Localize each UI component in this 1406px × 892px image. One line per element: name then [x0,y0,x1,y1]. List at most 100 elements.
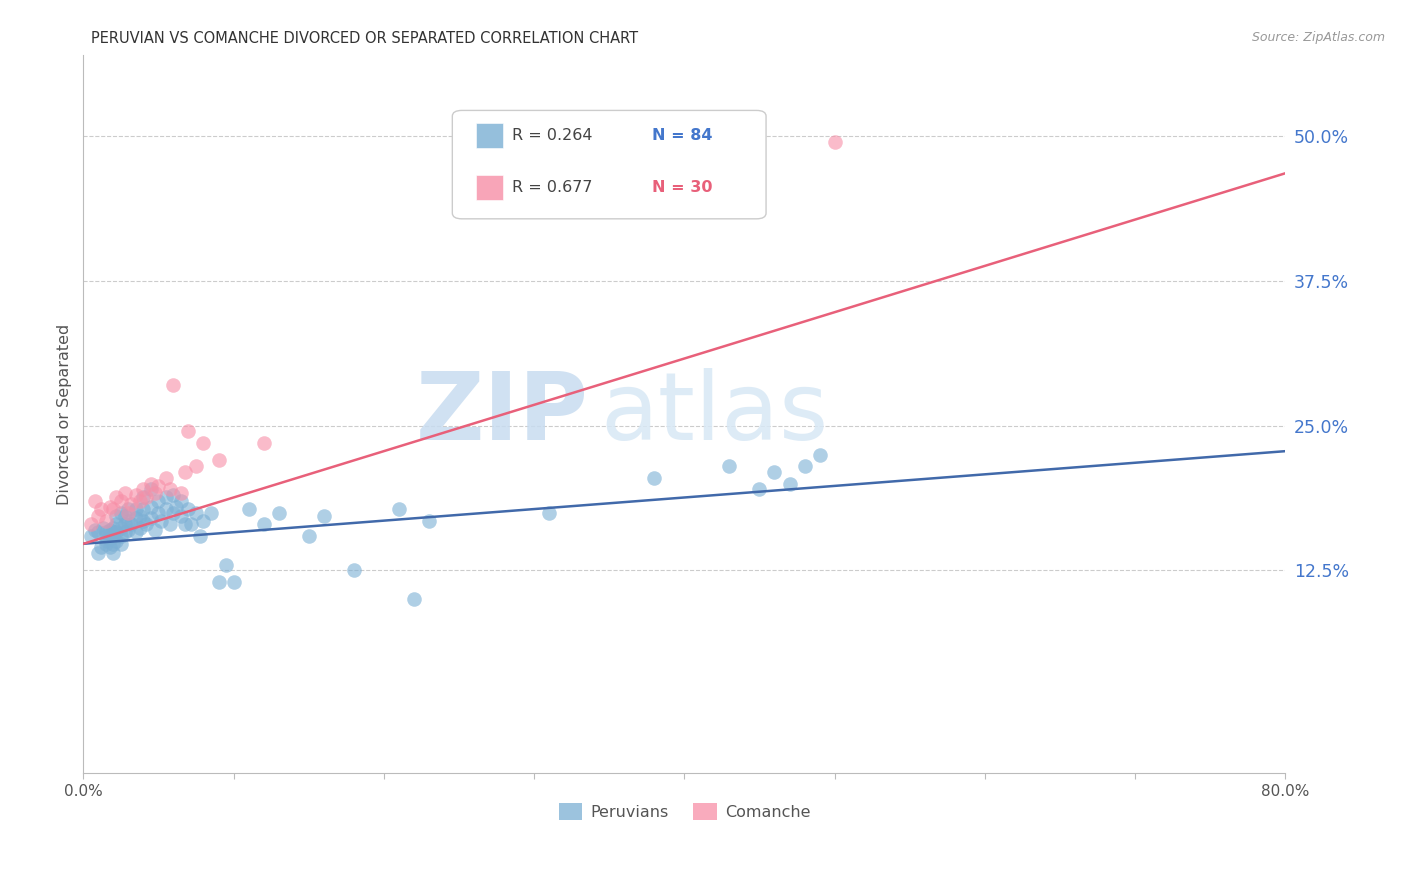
Point [252,517,274,532]
Point [117,506,139,520]
Point [94,514,117,528]
Point [165,500,187,514]
Point [170,486,193,500]
Point [343,564,366,578]
Point [139,476,162,491]
Point [132,502,155,516]
Point [238,502,260,516]
Point [105,491,128,505]
Point [98,532,121,546]
Point [80,529,103,543]
Point [748,483,770,497]
Point [162,488,184,502]
Point [87,525,110,540]
Point [103,529,125,543]
Point [90,541,112,555]
Point [170,508,193,523]
Point [193,436,215,450]
Point [132,491,155,505]
Point [808,448,831,462]
Point [252,436,274,450]
Point [105,534,128,549]
Point [145,523,167,537]
Point [200,506,222,520]
Point [94,525,117,540]
Point [763,465,786,479]
Point [105,517,128,532]
Point [170,494,193,508]
Point [402,592,425,607]
Point [177,502,200,516]
Point [718,459,741,474]
Point [148,494,170,508]
Point [162,378,184,392]
Point [207,574,229,589]
Point [155,491,177,505]
Point [84,523,107,537]
Point [103,537,125,551]
Point [177,425,200,439]
Point [110,529,132,543]
Point [114,525,136,540]
Point [98,523,121,537]
Point [110,520,132,534]
Point [117,523,139,537]
Point [139,483,162,497]
Point [184,459,207,474]
Point [207,453,229,467]
Point [125,488,148,502]
Text: N = 30: N = 30 [652,180,713,195]
FancyBboxPatch shape [477,123,503,148]
Point [110,506,132,520]
Point [388,502,411,516]
Text: R = 0.677: R = 0.677 [512,180,593,195]
Point [139,511,162,525]
Point [193,514,215,528]
Point [84,494,107,508]
Point [159,517,181,532]
Point [779,476,801,491]
Point [98,500,121,514]
Point [180,517,202,532]
Point [129,508,152,523]
Text: Source: ZipAtlas.com: Source: ZipAtlas.com [1251,31,1385,45]
Point [103,502,125,516]
Text: atlas: atlas [600,368,828,460]
Text: N = 84: N = 84 [652,128,713,144]
Point [125,511,148,525]
Point [110,537,132,551]
Point [135,517,157,532]
Point [793,459,815,474]
Point [98,541,121,555]
Point [129,494,152,508]
Legend: Peruvians, Comanche: Peruvians, Comanche [553,797,817,826]
Point [90,502,112,516]
Point [222,574,245,589]
Point [91,520,114,534]
Point [120,517,142,532]
Point [103,525,125,540]
Point [114,508,136,523]
Point [150,514,173,528]
Point [87,546,110,560]
Point [103,546,125,560]
Point [215,558,238,572]
Point [94,529,117,543]
Point [80,517,103,532]
Point [538,506,561,520]
Point [117,514,139,528]
Text: ZIP: ZIP [415,368,588,460]
Point [129,520,152,534]
Point [135,491,157,505]
Point [105,508,128,523]
Text: R = 0.264: R = 0.264 [512,128,593,144]
FancyBboxPatch shape [453,111,766,219]
Point [190,529,212,543]
Point [103,520,125,534]
Point [132,514,155,528]
Y-axis label: Divorced or Separated: Divorced or Separated [58,324,72,505]
Point [132,483,155,497]
Point [159,483,181,497]
Point [267,506,290,520]
Point [148,506,170,520]
